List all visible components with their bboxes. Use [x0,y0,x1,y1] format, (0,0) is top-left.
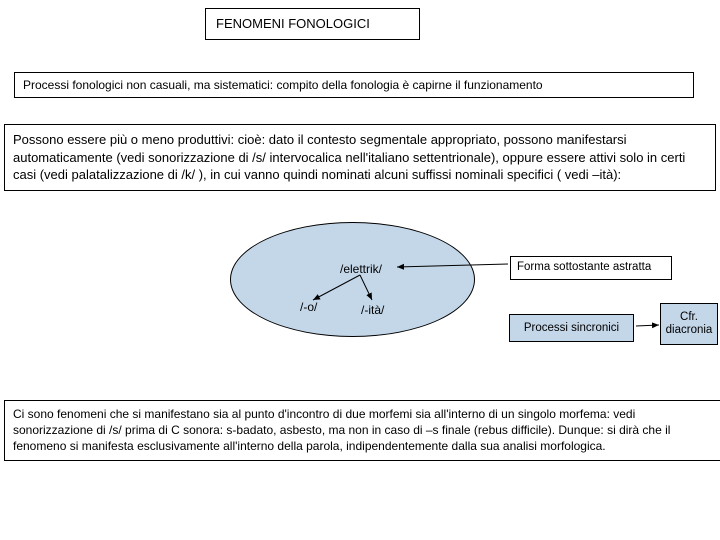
processi-box: Processi sincronici [509,314,634,342]
title-text: FENOMENI FONOLOGICI [216,16,370,31]
title-box: FENOMENI FONOLOGICI [205,8,420,40]
cfr-box: Cfr. diacronia [660,303,718,345]
processi-text: Processi sincronici [524,322,619,334]
bottom-text: Ci sono fenomeni che si manifestano sia … [13,407,670,453]
morpheme-ellipse [230,222,475,337]
subtitle-text: Processi fonologici non casuali, ma sist… [23,78,543,92]
subtitle-box: Processi fonologici non casuali, ma sist… [14,72,694,98]
cfr-text: Cfr. diacronia [663,311,715,337]
suffix-o-label: /-o/ [300,300,317,314]
bottom-text-box: Ci sono fenomeni che si manifestano sia … [4,400,720,461]
suffix-ita-label: /-ità/ [361,303,384,317]
root-label: /elettrik/ [340,262,382,276]
main-text: Possono essere più o meno produttivi: ci… [13,132,685,182]
forma-text: Forma sottostante astratta [517,261,651,273]
main-text-box: Possono essere più o meno produttivi: ci… [4,124,716,191]
forma-box: Forma sottostante astratta [510,256,672,280]
